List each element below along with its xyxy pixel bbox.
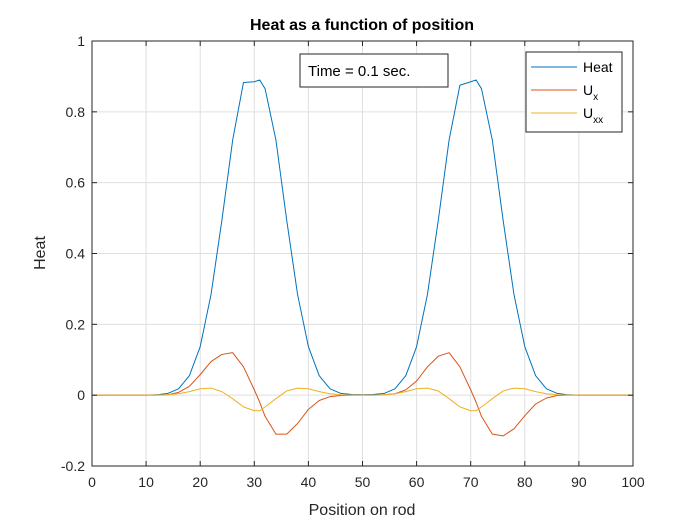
legend-frame <box>525 51 623 133</box>
x-tick-label: 80 <box>517 474 533 490</box>
series-layer <box>92 79 633 437</box>
legend-label-ux: Ux <box>583 82 598 103</box>
y-axis-label: Heat <box>32 236 49 270</box>
legend-label-heat: Heat <box>583 59 613 75</box>
x-tick-label: 40 <box>301 474 317 490</box>
y-tick-label: 0.8 <box>66 104 86 120</box>
legend-label-main: U <box>583 82 593 98</box>
x-tick-label: 100 <box>621 474 645 490</box>
annotation-frame <box>299 53 449 88</box>
y-tick-label: -0.2 <box>61 458 85 474</box>
x-tick-label: 70 <box>463 474 479 490</box>
x-tick-label: 20 <box>192 474 208 490</box>
x-axis-label: Position on rod <box>309 502 416 519</box>
axis-ticks: 0 10 20 30 40 50 60 70 80 90 100-0.200.20.40.60.81 <box>61 33 645 490</box>
x-tick-label: 60 <box>409 474 425 490</box>
legend-label-subscript: xx <box>593 115 603 126</box>
x-tick-label: 50 <box>355 474 371 490</box>
chart-title: Heat as a function of position <box>250 17 474 34</box>
series-line-uxx <box>92 387 633 412</box>
y-tick-label: 0 <box>77 387 85 403</box>
annotation-text: Time = 0.1 sec. <box>308 63 410 80</box>
x-tick-label: 90 <box>571 474 587 490</box>
y-tick-label: 0.4 <box>66 246 86 262</box>
legend-label-main: U <box>583 105 593 121</box>
legend-label-subscript: x <box>593 92 598 103</box>
x-tick-label: 10 <box>138 474 154 490</box>
x-tick-label: 0 <box>88 474 96 490</box>
x-tick-label: 30 <box>247 474 263 490</box>
annotation-box: Time = 0.1 sec. <box>299 53 449 88</box>
y-tick-label: 1 <box>77 33 85 49</box>
y-tick-label: 0.2 <box>66 316 86 332</box>
y-tick-label: 0.6 <box>66 175 86 191</box>
legend-label-main: Heat <box>583 59 613 75</box>
legend-label-uxx: Uxx <box>583 105 603 126</box>
